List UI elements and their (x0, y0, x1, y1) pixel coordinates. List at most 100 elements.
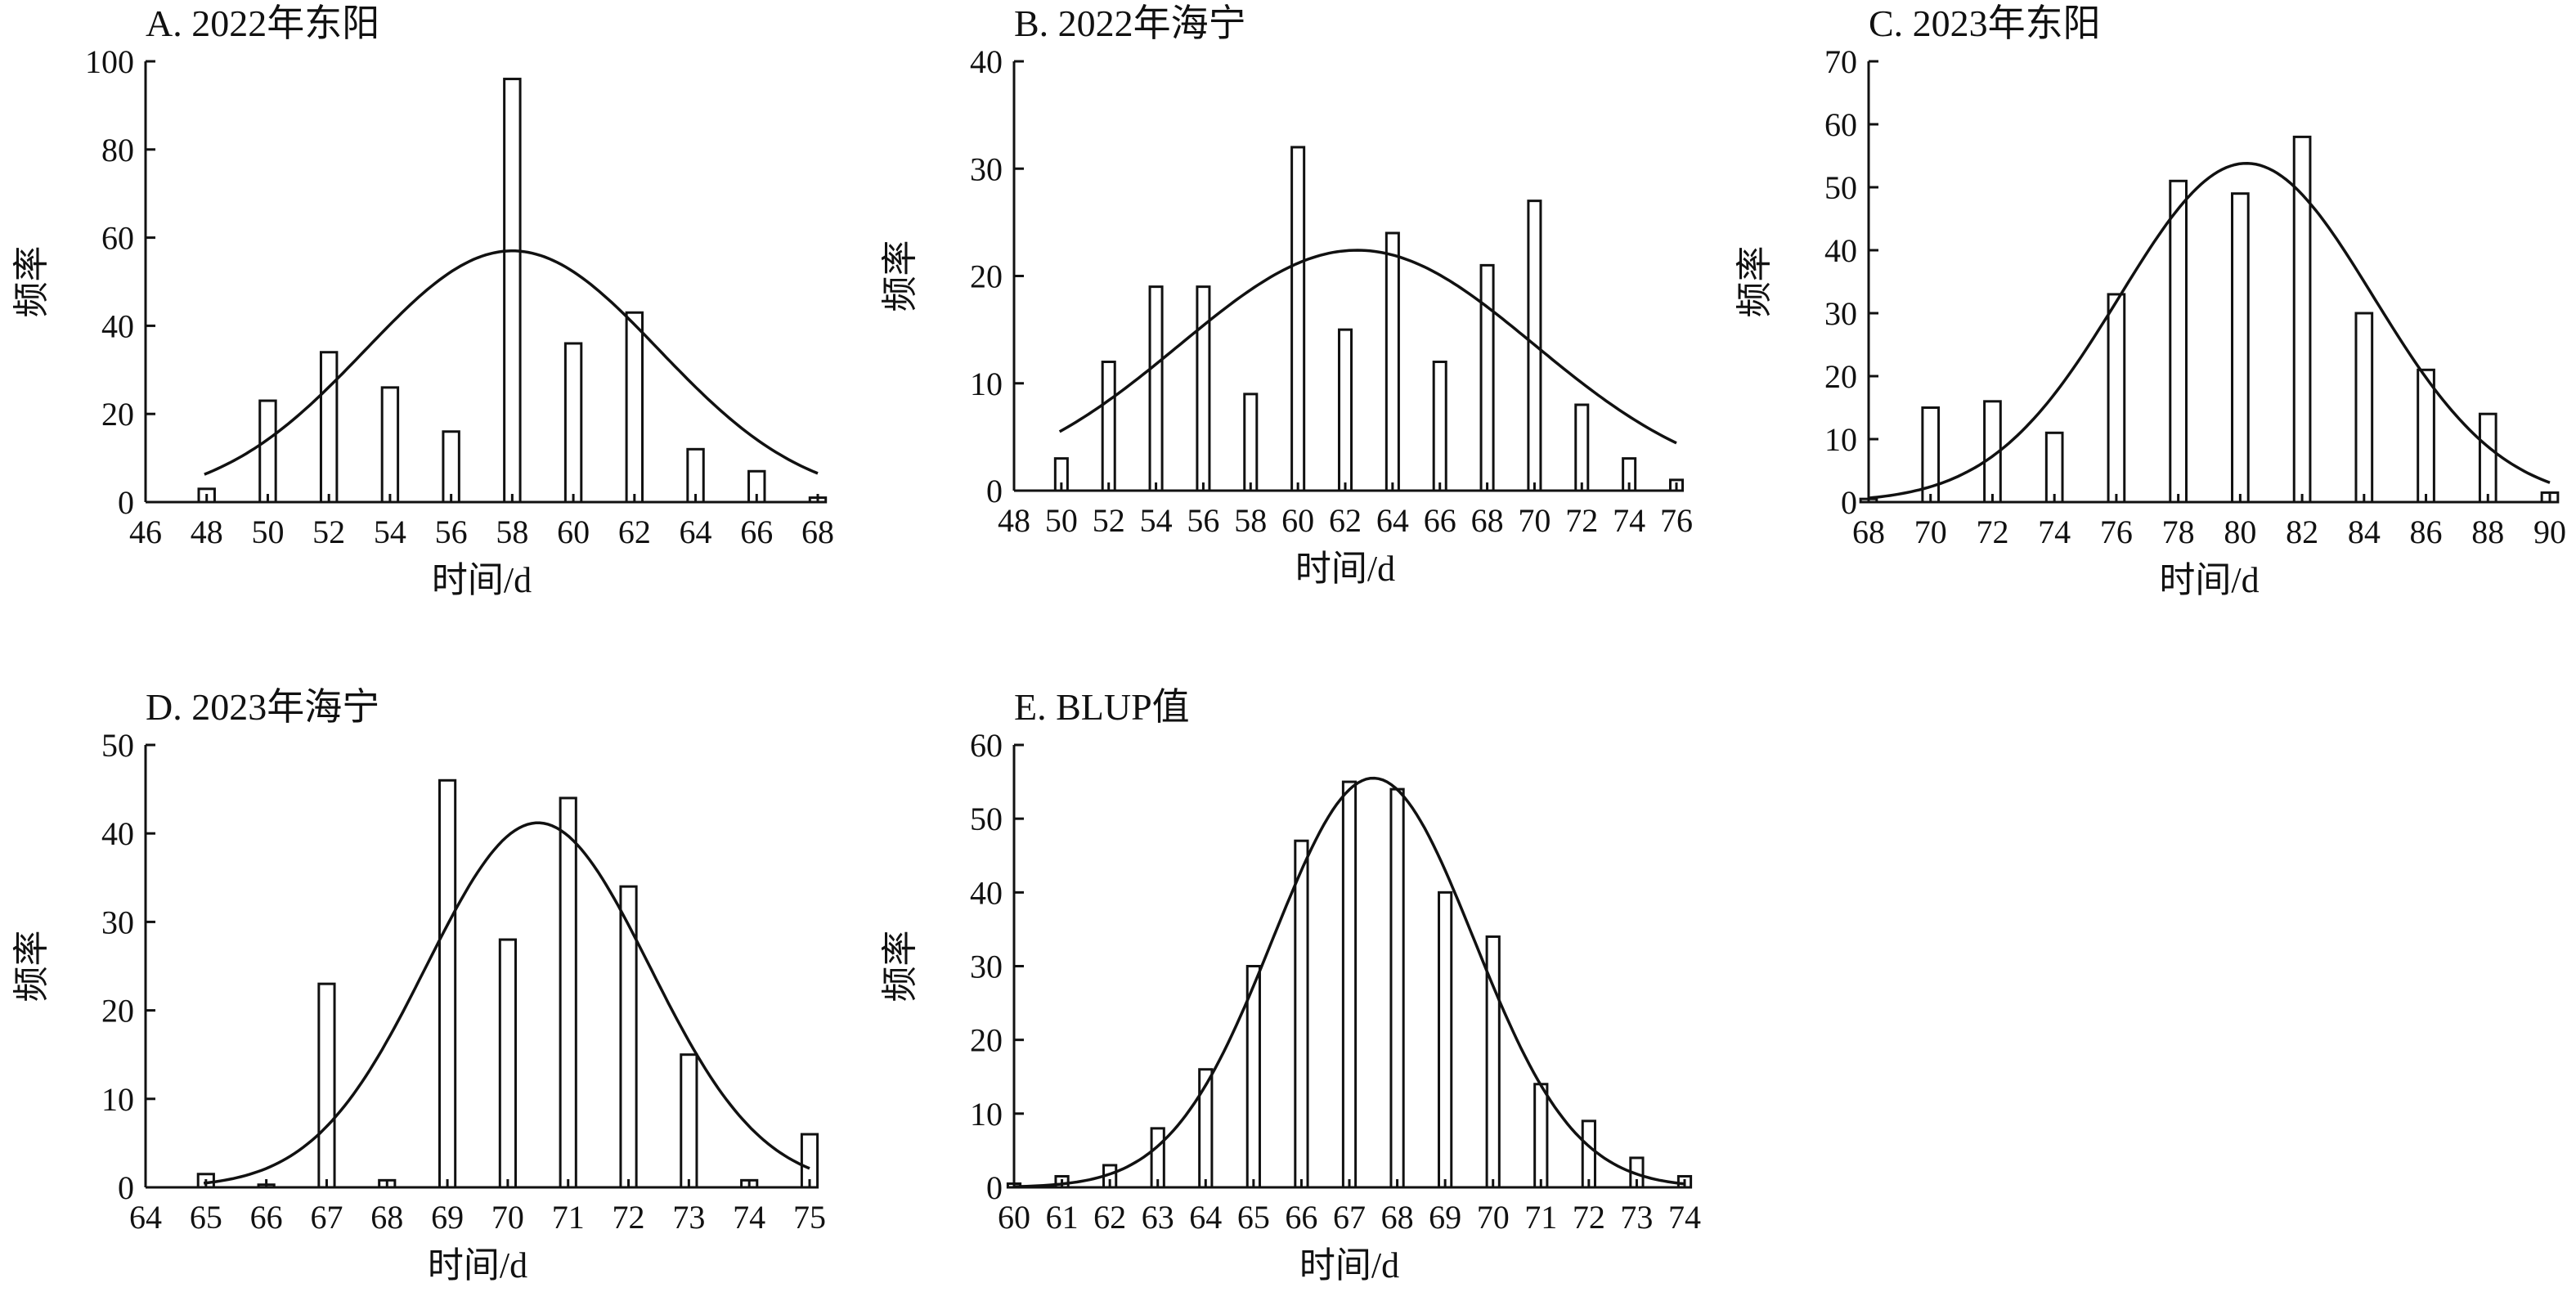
bar-3-3 (2044, 431, 2064, 504)
y-axis-title: 频率 (880, 240, 920, 312)
x-tick-label: 48 (191, 514, 223, 550)
chart-panel-1: A. 2022年东阳 0 20 40 60 80 100 46 48 50 52 54 56 58 60 62… (11, 2, 834, 600)
x-tick-label: 65 (1237, 1199, 1270, 1236)
y-tick-label: 50 (970, 801, 1003, 837)
x-axis-title: 时间/d (432, 560, 532, 600)
bar-4-4 (438, 778, 457, 1189)
x-tick-label: 68 (1852, 514, 1885, 550)
x-tick-label: 74 (1668, 1199, 1701, 1236)
y-axis-title: 频率 (11, 931, 52, 1003)
x-tick-label: 60 (998, 1199, 1030, 1236)
y-tick-label: 40 (101, 307, 134, 344)
bar-3-10 (2478, 412, 2497, 504)
y-tick-label: 100 (85, 43, 134, 80)
x-tick-label: 62 (1093, 1199, 1126, 1236)
bar-3-7 (2292, 135, 2312, 504)
x-tick-label: 73 (672, 1199, 705, 1236)
x-tick-label: 62 (618, 514, 651, 550)
x-tick-label: 64 (1189, 1199, 1222, 1236)
y-tick-label: 20 (970, 1022, 1003, 1059)
bar-2-9 (1479, 263, 1495, 492)
y-tick-label: 30 (970, 150, 1003, 187)
x-tick-label: 78 (2162, 514, 2195, 550)
x-tick-label: 74 (1613, 502, 1645, 539)
x-tick-label: 52 (1093, 502, 1125, 539)
x-tick-label: 61 (1046, 1199, 1079, 1236)
y-tick-label: 30 (1824, 295, 1857, 332)
bar-1-2 (319, 351, 339, 504)
bar-5-12 (1581, 1119, 1596, 1189)
bar-1-3 (380, 386, 400, 504)
bar-3-5 (2169, 179, 2188, 504)
x-tick-label: 84 (2348, 514, 2381, 550)
x-tick-label: 58 (1234, 502, 1267, 539)
x-tick-label: 86 (2410, 514, 2443, 550)
x-tick-label: 76 (1660, 502, 1693, 539)
bar-2-6 (1337, 328, 1353, 492)
x-axis-title: 时间/d (1299, 1245, 1399, 1285)
bar-5-6 (1294, 839, 1309, 1189)
bar-1-4 (442, 430, 460, 504)
bar-1-7 (625, 311, 644, 504)
fit-curve-2 (1058, 249, 1677, 445)
bar-2-11 (1574, 403, 1590, 492)
x-tick-label: 64 (1376, 502, 1409, 539)
x-tick-label: 52 (312, 514, 345, 550)
x-tick-label: 54 (1140, 502, 1173, 539)
x-tick-label: 65 (190, 1199, 222, 1236)
fit-curve-4 (203, 821, 810, 1185)
x-tick-label: 64 (129, 1199, 162, 1236)
x-tick-label: 73 (1620, 1199, 1653, 1236)
y-tick-label: 10 (970, 1096, 1003, 1133)
y-tick-label: 10 (1824, 421, 1857, 458)
x-axis-title: 时间/d (428, 1245, 527, 1285)
x-tick-label: 66 (1424, 502, 1456, 539)
x-tick-label: 72 (1976, 514, 2008, 550)
x-tick-label: 70 (1518, 502, 1551, 539)
bar-5-7 (1341, 780, 1358, 1189)
chart-title: C. 2023年东阳 (1869, 2, 2101, 44)
y-tick-label: 40 (970, 874, 1003, 911)
bar-3-6 (2231, 192, 2250, 504)
x-tick-label: 90 (2533, 514, 2566, 550)
bar-2-5 (1290, 146, 1306, 492)
y-axis-title: 频率 (880, 931, 920, 1003)
bar-4-2 (317, 982, 336, 1189)
x-tick-label: 46 (129, 514, 162, 550)
y-axis-title: 频率 (11, 246, 52, 318)
bar-2-7 (1384, 231, 1400, 492)
x-tick-label: 62 (1329, 502, 1362, 539)
y-tick-label: 20 (101, 396, 134, 433)
bar-2-8 (1432, 361, 1447, 492)
y-tick-label: 0 (118, 484, 134, 521)
y-tick-label: 0 (1841, 484, 1857, 521)
bar-4-5 (498, 938, 518, 1189)
fit-curve-5 (1013, 776, 1685, 1188)
x-tick-label: 58 (496, 514, 528, 550)
x-tick-label: 67 (310, 1199, 343, 1236)
x-tick-label: 69 (1429, 1199, 1461, 1236)
bar-4-8 (680, 1053, 698, 1189)
x-tick-label: 71 (552, 1199, 585, 1236)
bar-4-7 (619, 885, 638, 1189)
x-tick-label: 70 (491, 1199, 524, 1236)
y-tick-label: 30 (101, 904, 134, 940)
chart-panel-4: D. 2023年海宁 0 10 20 30 40 50 64 65 66 67 68 69 70 71 72 7… (11, 686, 826, 1285)
y-tick-label: 20 (970, 258, 1003, 295)
x-tick-label: 70 (1477, 1199, 1510, 1236)
bar-5-11 (1533, 1083, 1549, 1189)
x-tick-label: 66 (250, 1199, 283, 1236)
x-tick-label: 50 (1045, 502, 1078, 539)
y-tick-label: 70 (1824, 43, 1857, 80)
chart-panel-2: B. 2022年海宁 0 10 20 30 40 48 50 52 54 56 58 60 62 64 66 6… (880, 2, 1693, 589)
x-tick-label: 88 (2471, 514, 2504, 550)
bar-1-5 (503, 78, 522, 504)
x-tick-label: 80 (2224, 514, 2256, 550)
x-tick-label: 74 (733, 1199, 765, 1236)
chart-panel-5: E. BLUP值 0 10 20 30 40 50 60 60 61 62 63 64 65 66 67 68 6… (880, 686, 1701, 1285)
x-tick-label: 50 (251, 514, 284, 550)
x-tick-label: 68 (370, 1199, 403, 1236)
x-tick-label: 70 (1914, 514, 1947, 550)
bar-4-6 (559, 796, 577, 1189)
